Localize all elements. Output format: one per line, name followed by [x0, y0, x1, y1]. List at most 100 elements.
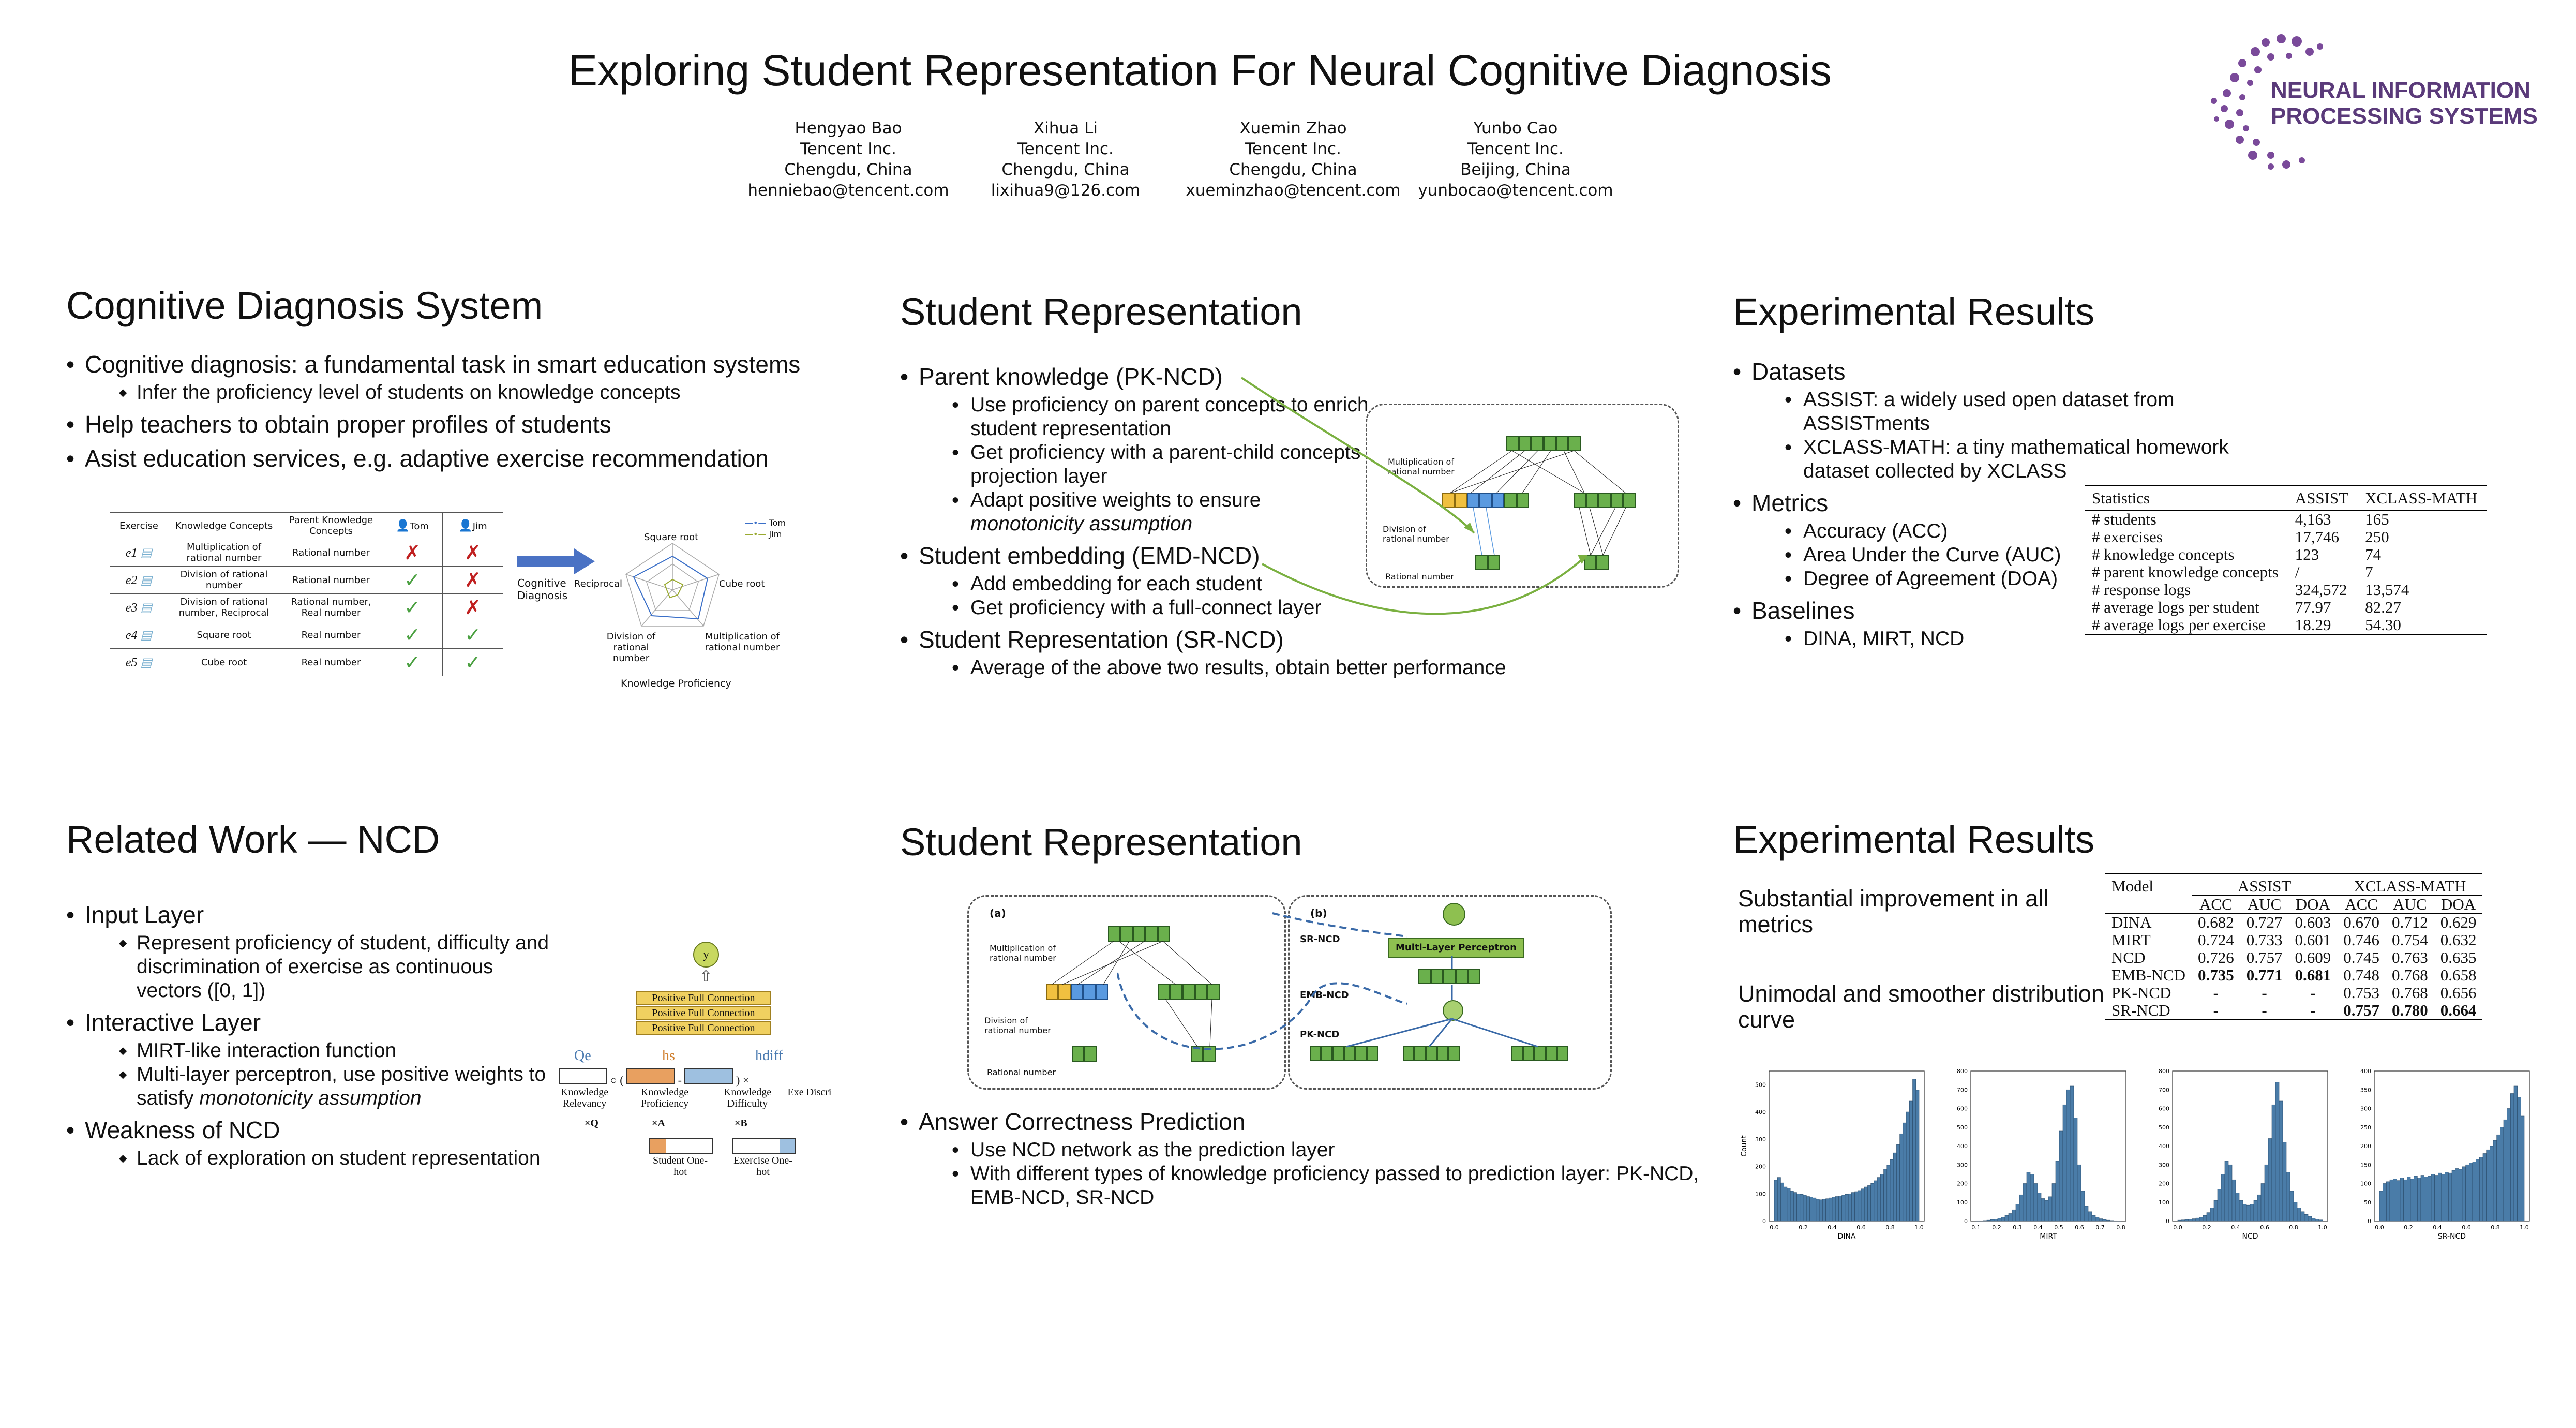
histogram-bar — [1848, 1193, 1852, 1222]
res-header-cell: AUC — [2393, 895, 2427, 913]
res-group-header: XCLASS-MATH — [2337, 874, 2483, 896]
sub-bullet: Use NCD network as the prediction layer — [952, 1138, 1707, 1162]
histogram-row: 0 100 200 300 400 500 0.0 0.2 0.4 0.6 0.8 1.0 DINA Co… — [1738, 1066, 2545, 1252]
histogram-bar — [2476, 1159, 2480, 1222]
author-1: Hengyao Bao Tencent Inc. Chengdu, China hen… — [714, 118, 983, 201]
bullet: Datasets ASSIST: a widely used open data… — [1733, 357, 2229, 483]
y-tick-label: 400 — [2159, 1143, 2169, 1150]
pfc-layer: Positive Full Connection — [636, 1006, 771, 1020]
y-axis-label: Count — [1740, 1135, 1748, 1157]
histogram-bar — [2479, 1157, 2483, 1222]
histogram-bar — [1793, 1192, 1797, 1222]
exercise-cell: e4 ▤ — [110, 621, 168, 649]
res-cell: 0.726 — [2197, 948, 2234, 966]
histogram-bar — [2275, 1082, 2280, 1222]
sub-bullet: Accuracy (ACC) — [1785, 519, 2229, 543]
check-icon: ✓ — [404, 651, 421, 674]
x-tick-label: 0.6 — [2075, 1224, 2084, 1231]
radar-axis-label: Cube root — [719, 578, 765, 589]
y-tick-label: 0 — [2166, 1218, 2169, 1225]
y-tick-label: 250 — [2360, 1124, 2371, 1131]
res-cell: - — [2310, 984, 2316, 1002]
section-heading-er1: Experimental Results — [1733, 290, 2095, 333]
histogram-bar — [1813, 1197, 1817, 1222]
kr-label: Knowledge Relevancy — [560, 1087, 609, 1109]
histogram-bar — [1829, 1197, 1833, 1222]
doc-icon: ▤ — [140, 573, 153, 587]
histogram-bar — [2015, 1204, 2020, 1222]
stats-cell: / — [2295, 563, 2300, 581]
res-cell: - — [2262, 984, 2267, 1002]
y-tick-label: 200 — [2159, 1181, 2169, 1187]
neurips-dots-icon — [2211, 34, 2323, 170]
histogram-bar — [1874, 1180, 1878, 1222]
kc-cell: Multiplication of rational number — [168, 539, 280, 567]
check-icon: ✓ — [465, 651, 481, 674]
histogram-bar — [1780, 1182, 1784, 1222]
doc-icon: ▤ — [140, 656, 153, 670]
histogram-bar — [2393, 1179, 2397, 1222]
author-4: Yunbo Cao Tencent Inc. Beijing, China yunbo… — [1381, 118, 1650, 201]
sub-bullet: Degree of Agreement (DOA) — [1785, 567, 2229, 591]
histogram-bar — [1994, 1219, 1998, 1222]
x-tick-label: 0.5 — [2054, 1224, 2063, 1231]
section-heading-er2: Experimental Results — [1733, 818, 2095, 861]
res-cell: - — [2213, 984, 2219, 1002]
table-row: e1 ▤ Multiplication of rational number Rat… — [110, 539, 503, 567]
author-city: Beijing, China — [1460, 160, 1571, 179]
x-tick-label: 0.1 — [1971, 1224, 1981, 1231]
histogram-bar — [2379, 1191, 2383, 1222]
histogram-0: 0 100 200 300 400 500 0.0 0.2 0.4 0.6 0.8 1.0 DINA Co… — [1740, 1070, 1925, 1241]
stats-cell: 165 — [2365, 510, 2389, 528]
sub-bullet: DINA, MIRT, NCD — [1785, 627, 2229, 651]
histogram-bar — [1861, 1188, 1865, 1222]
section-heading-rw: Related Work — NCD — [66, 818, 440, 861]
kc-cell: Division of rational number — [168, 566, 280, 594]
sub-bullet: With different types of knowledge profic… — [952, 1162, 1707, 1210]
histogram-bar — [2459, 1169, 2463, 1222]
doc-icon: ▤ — [140, 546, 153, 560]
y-tick-label: 800 — [1957, 1068, 1968, 1075]
y-tick-label: 600 — [1957, 1106, 1968, 1112]
histogram-bar — [2070, 1085, 2074, 1222]
figure-b: (b) Multi-Layer Perceptron SR-NCD EMB-NC… — [1288, 895, 1612, 1090]
x-tick-label: 0.0 — [2173, 1224, 2182, 1231]
stats-cell: # students — [2092, 510, 2156, 528]
histogram-bar — [2386, 1181, 2390, 1222]
y-tick-label: 100 — [2159, 1199, 2169, 1206]
histogram-bar — [2224, 1161, 2229, 1222]
histogram-bar — [2221, 1174, 2225, 1222]
histogram-bar — [2486, 1149, 2490, 1222]
table-row: # knowledge concepts 123 74 — [2085, 546, 2487, 563]
author-name: Hengyao Bao — [795, 119, 902, 138]
histogram-bar — [2188, 1219, 2193, 1222]
x-tick-label: 0.6 — [2260, 1224, 2269, 1231]
jim-cell: ✗ — [442, 593, 503, 621]
histogram-bar — [2438, 1172, 2442, 1222]
neurips-logo: NEURAL INFORMATION PROCESSING SYSTEMS — [2198, 31, 2538, 176]
stats-cell: # parent knowledge concepts — [2092, 563, 2279, 581]
histogram-bar — [2448, 1172, 2452, 1222]
histogram-bar — [2493, 1140, 2497, 1222]
res-cell: - — [2310, 1001, 2316, 1019]
histogram-bar — [1886, 1165, 1891, 1222]
table-header-cell: Knowledge Concepts — [168, 512, 280, 539]
histogram-bar — [1899, 1133, 1904, 1222]
table-header-cell: Parent Knowledge Concepts — [280, 512, 382, 539]
x-axis-label: DINA — [1838, 1232, 1856, 1241]
histogram-bar — [2206, 1212, 2211, 1222]
histogram-bar — [2410, 1179, 2414, 1222]
radar-chart: Square root Cube root Multiplication of … — [569, 507, 797, 704]
histogram-bar — [2250, 1204, 2254, 1222]
radar-axis-label: Division of rational number — [606, 631, 656, 664]
histogram-bar — [2177, 1219, 2182, 1222]
histogram-bar — [2451, 1170, 2455, 1222]
histogram-bar — [1838, 1196, 1842, 1222]
stats-cell: # response logs — [2092, 581, 2191, 599]
table-row: # parent knowledge concepts / 7 — [2085, 563, 2487, 581]
histogram-bar — [2181, 1219, 2185, 1222]
green-arrows — [1240, 377, 1588, 615]
res-cell: 0.658 — [2440, 966, 2477, 984]
res-cell: 0.682 — [2197, 913, 2234, 931]
table-row: MIRT 0.724 0.733 0.601 0.746 0.754 0.632 — [2105, 931, 2482, 949]
